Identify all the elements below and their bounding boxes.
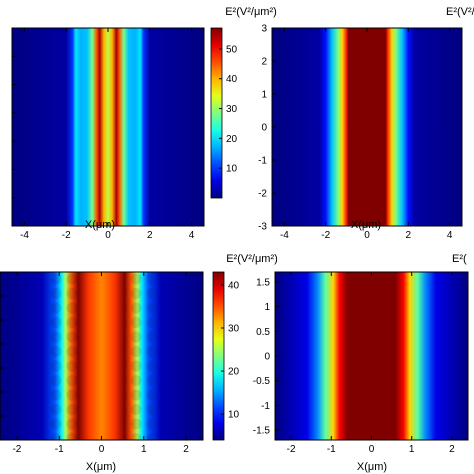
y-tick-label: 3 xyxy=(261,24,267,35)
colorbar-tick-label: 50 xyxy=(226,44,238,55)
x-tick-label: -2 xyxy=(12,444,21,455)
x-tick-label: -4 xyxy=(280,230,289,241)
x-tick-label: 2 xyxy=(183,444,189,455)
colorbar-label-top-left: E²(V²/μm²) xyxy=(225,6,277,18)
colorbar xyxy=(210,27,223,199)
x-tick-label: 0 xyxy=(99,444,105,455)
colorbar-tick-label: 40 xyxy=(226,74,238,85)
x-tick-label: -2 xyxy=(321,230,330,241)
ripple-band xyxy=(124,272,139,440)
x-tick-label: -1 xyxy=(327,444,336,455)
heatmap-panel-top-right: -4 -2 0 2 4 -3 -2 -1 0 1 2 3 xyxy=(258,24,463,241)
x-tick-label: -1 xyxy=(55,444,64,455)
x-tick-label: 1 xyxy=(409,444,415,455)
x-tick-label: 0 xyxy=(364,230,370,241)
colorbar-label-bottom-left: E²(V²/μm²) xyxy=(226,253,278,265)
xlabel-top-right: X(μm) xyxy=(351,219,381,231)
xlabel-bottom-right: X(μm) xyxy=(357,461,387,473)
colorbar xyxy=(212,271,225,441)
y-tick-label: -0.5 xyxy=(253,376,271,387)
x-tick-label: 1 xyxy=(141,444,147,455)
heatmap-field xyxy=(0,272,203,440)
heatmap-panel-bottom-left: -2 -1 0 1 2 10 20 30 40 xyxy=(0,271,240,455)
y-tick-label: 2 xyxy=(261,57,267,68)
y-tick-label: 1.5 xyxy=(256,277,270,288)
heatmap-field xyxy=(12,28,204,226)
heatmap-field xyxy=(275,272,468,440)
x-tick-label: 4 xyxy=(189,230,195,241)
heatmap-panel-bottom-right: -2 -1 0 1 2 -1.5 -1 -0.5 0 0.5 1 1.5 xyxy=(253,271,469,455)
x-tick-label: -2 xyxy=(287,444,296,455)
y-tick-label: -2 xyxy=(258,189,267,200)
colorbar-tick-label: 20 xyxy=(228,367,240,378)
colorbar-label-top-right: E²(V²/ xyxy=(446,6,474,18)
y-tick-label: 0 xyxy=(261,123,267,134)
x-tick-label: 2 xyxy=(449,444,455,455)
y-tick-label: -1.5 xyxy=(253,426,271,437)
x-tick-label: 2 xyxy=(147,230,153,241)
xlabel-top-left: X(μm) xyxy=(85,219,115,231)
y-tick-label: 1 xyxy=(264,302,270,313)
x-tick-label: -4 xyxy=(20,230,29,241)
xlabel-bottom-left: X(μm) xyxy=(86,461,116,473)
y-tick-label: -1 xyxy=(261,401,270,412)
ripple-band xyxy=(138,272,153,440)
x-tick-label: 0 xyxy=(105,230,111,241)
colorbar-label-bottom-right: E²( xyxy=(452,253,467,265)
y-tick-label: 0.5 xyxy=(256,327,270,338)
y-tick-label: 1 xyxy=(261,90,267,101)
ripple-band xyxy=(50,272,65,440)
x-tick-label: 4 xyxy=(447,230,453,241)
heatmap-panel-top-left: -4 -2 0 2 4 10 20 30 40 50 xyxy=(11,27,238,241)
x-tick-label: 0 xyxy=(369,444,375,455)
x-tick-label: 2 xyxy=(406,230,412,241)
colorbar-tick-label: 20 xyxy=(226,134,238,145)
y-tick-label: 0 xyxy=(264,352,270,363)
colorbar-tick-label: 30 xyxy=(226,104,238,115)
x-tick-label: -2 xyxy=(62,230,71,241)
y-tick-label: -1 xyxy=(258,156,267,167)
heatmap-field xyxy=(272,28,462,226)
colorbar-tick-label: 30 xyxy=(228,324,240,335)
colorbar-tick-label: 40 xyxy=(228,280,240,291)
ripple-band xyxy=(64,272,79,440)
colorbar-tick-label: 10 xyxy=(228,410,240,421)
y-tick-label: -3 xyxy=(258,222,267,233)
colorbar-tick-label: 10 xyxy=(226,164,238,175)
